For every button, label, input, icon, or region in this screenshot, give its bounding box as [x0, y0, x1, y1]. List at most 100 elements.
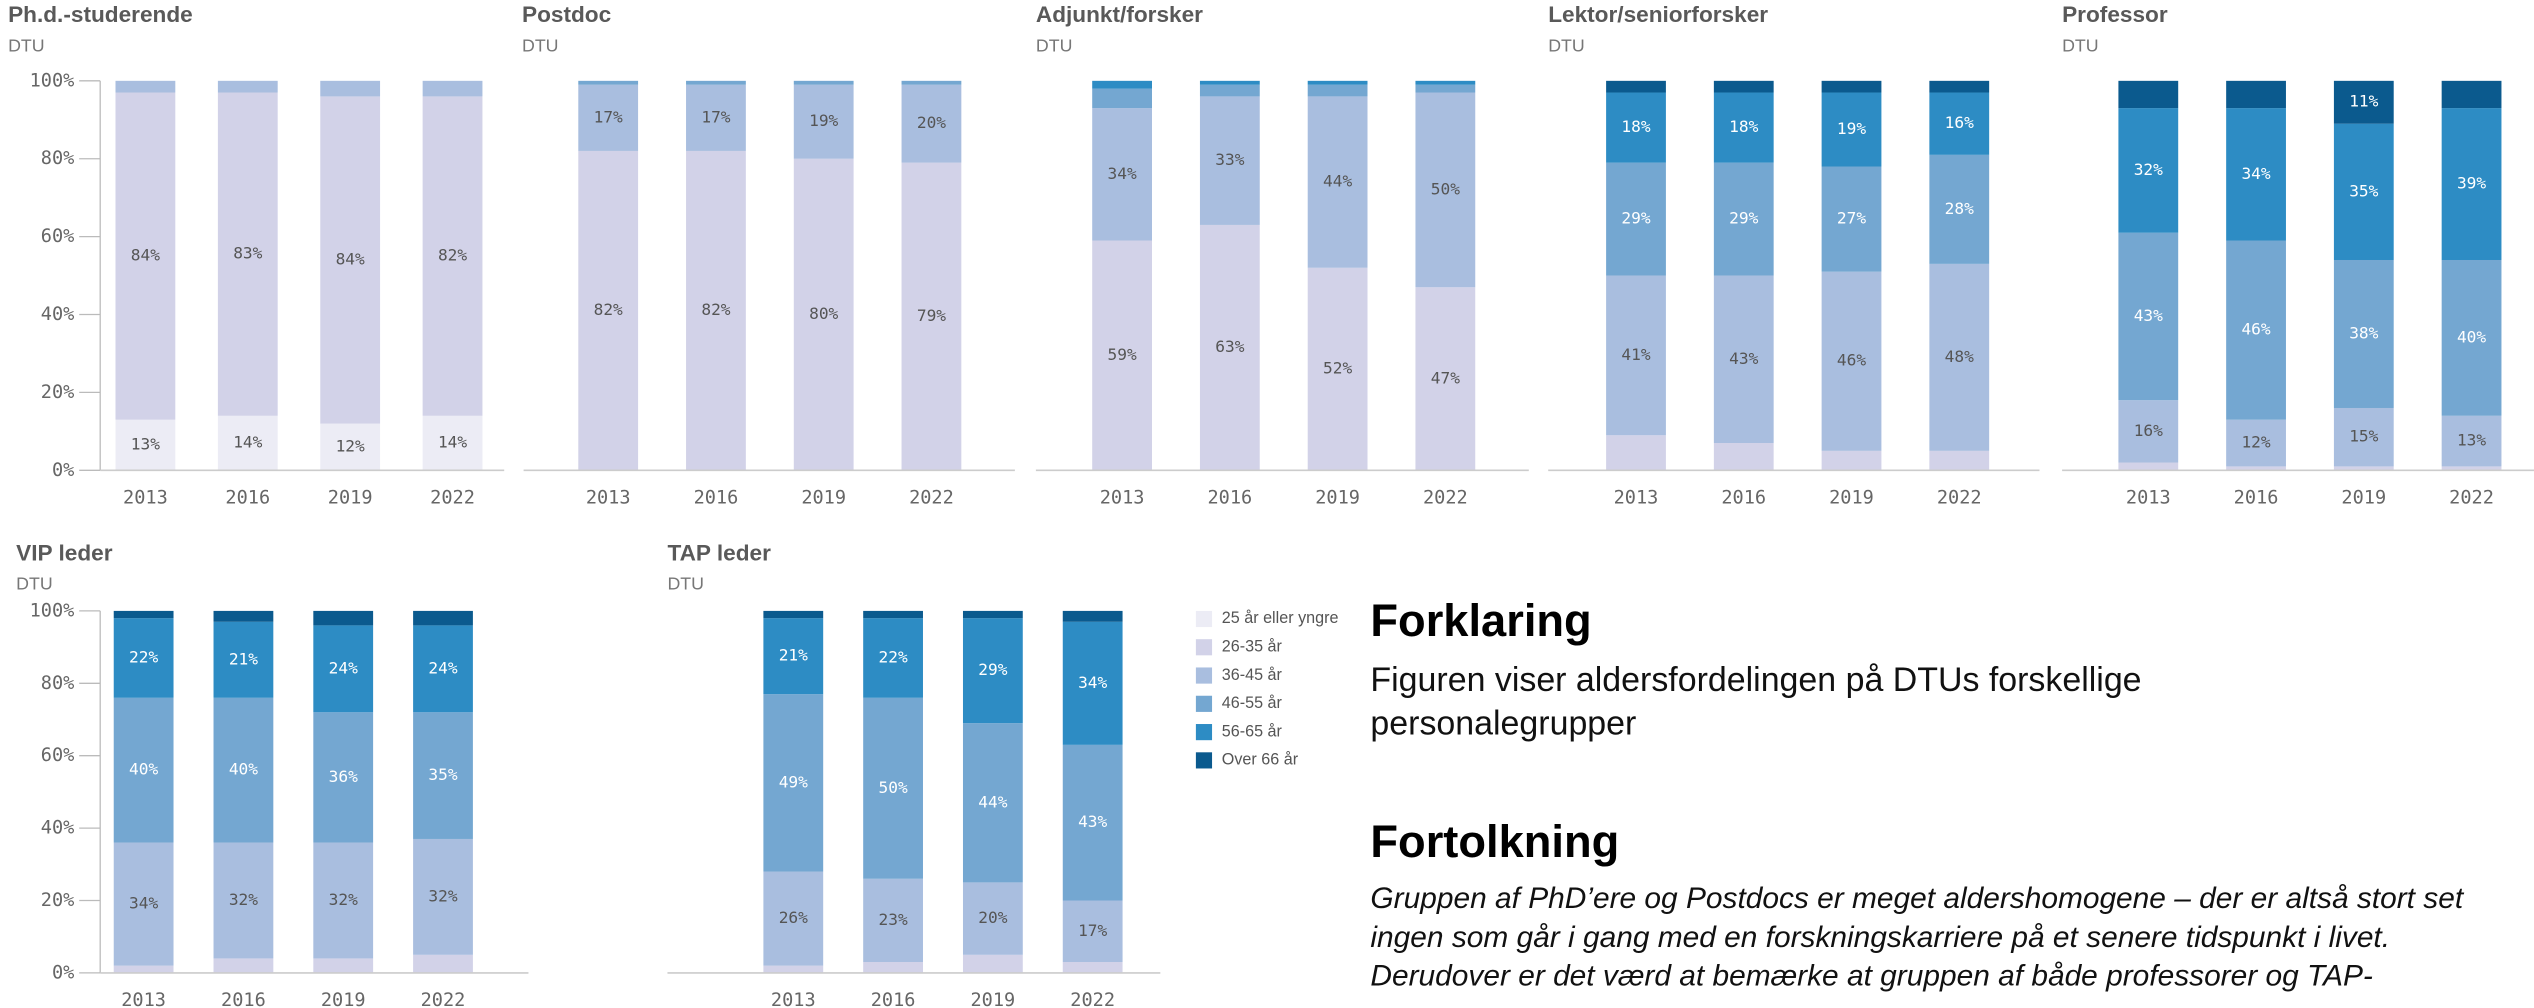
bar-segment — [1929, 450, 1990, 471]
bar-segment — [320, 80, 381, 97]
bar-segment — [115, 80, 176, 93]
bar-segment — [901, 80, 962, 85]
bar-segment — [113, 610, 174, 619]
data-label: 40% — [129, 760, 158, 779]
bar-segment — [2118, 400, 2179, 463]
data-label: 15% — [2349, 427, 2378, 446]
bar-segment — [1606, 92, 1666, 163]
bar-segment — [115, 419, 176, 471]
data-label: 46% — [1837, 351, 1866, 370]
data-label: 50% — [878, 778, 907, 797]
bar-segment — [2118, 232, 2179, 401]
x-tick-label: 2016 — [871, 990, 916, 1008]
interpretation-heading: Fortolkning — [1370, 816, 1619, 867]
bar-segment — [113, 842, 174, 966]
bar-segment — [2226, 419, 2286, 467]
bar-segment — [901, 162, 962, 471]
data-label: 35% — [428, 765, 457, 784]
data-label: 21% — [229, 649, 258, 668]
data-label: 39% — [2457, 174, 2486, 193]
data-label: 40% — [229, 760, 258, 779]
bar-segment — [1929, 80, 1990, 93]
y-tick-label: 80% — [41, 148, 75, 169]
chart-subtitle: DTU — [8, 36, 45, 56]
bar-segment — [2118, 80, 2179, 109]
bar-segment — [1199, 224, 1260, 471]
legend-swatch — [1195, 610, 1213, 628]
explanation-line: Figuren viser aldersfordelingen på DTUs … — [1370, 661, 2141, 699]
bar-segment — [1199, 80, 1260, 85]
y-tick-label: 40% — [41, 818, 75, 839]
data-label: 21% — [779, 646, 808, 665]
bar-segment — [578, 150, 639, 471]
data-label: 32% — [2134, 160, 2163, 179]
bar-segment — [1415, 80, 1476, 85]
data-label: 14% — [438, 433, 467, 452]
data-label: 34% — [2241, 164, 2270, 183]
bar-segment — [1929, 263, 1990, 451]
x-tick-label: 2016 — [1721, 487, 1766, 508]
data-label: 14% — [233, 433, 262, 452]
data-label: 80% — [809, 304, 838, 323]
bar-segment — [1606, 275, 1666, 436]
x-tick-label: 2013 — [586, 487, 631, 508]
data-label: 59% — [1108, 345, 1137, 364]
y-tick-label: 100% — [30, 70, 75, 91]
bar-segment — [1062, 900, 1123, 963]
bar-segment — [2333, 466, 2394, 471]
x-tick-label: 2022 — [421, 990, 466, 1008]
data-label: 22% — [129, 647, 158, 666]
x-tick-label: 2013 — [1614, 487, 1659, 508]
chart-title: Adjunkt/forsker — [1036, 2, 1203, 27]
bar-segment — [763, 965, 824, 973]
data-label: 16% — [1945, 113, 1974, 132]
bar-segment — [313, 958, 374, 973]
x-tick-label: 2013 — [121, 990, 166, 1008]
data-label: 17% — [1078, 921, 1107, 940]
bar-segment — [1092, 108, 1152, 241]
bar-segment — [1713, 275, 1774, 444]
bar-segment — [217, 80, 278, 93]
data-label: 36% — [329, 767, 358, 786]
data-label: 28% — [1945, 199, 1974, 218]
data-label: 24% — [428, 658, 457, 677]
legend-label: 56-65 år — [1222, 722, 1283, 740]
data-label: 23% — [878, 910, 907, 929]
data-label: 32% — [329, 890, 358, 909]
bar-segment — [1713, 443, 1774, 471]
x-tick-label: 2019 — [328, 487, 373, 508]
bar-segment — [1199, 84, 1260, 97]
data-label: 17% — [701, 107, 730, 126]
data-label: 18% — [1621, 117, 1650, 136]
chart-subtitle: DTU — [16, 574, 53, 594]
x-tick-label: 2013 — [771, 990, 816, 1008]
y-tick-label: 0% — [52, 460, 74, 481]
chart-subtitle: DTU — [1548, 36, 1585, 56]
data-label: 17% — [594, 107, 623, 126]
data-label: 29% — [978, 660, 1007, 679]
bar-segment — [1821, 450, 1882, 471]
y-tick-label: 60% — [41, 745, 75, 766]
x-tick-label: 2019 — [2341, 487, 2386, 508]
data-label: 33% — [1215, 150, 1244, 169]
bar-segment — [422, 96, 483, 416]
chart-title: Postdoc — [522, 2, 611, 27]
legend-label: 46-55 år — [1222, 694, 1283, 712]
bar-segment — [1929, 92, 1990, 155]
interpretation-line: Derudover er det værd at bemærke at grup… — [1370, 960, 2372, 993]
bar-segment — [1062, 962, 1123, 973]
y-tick-label: 60% — [41, 226, 75, 247]
bar-segment — [2441, 466, 2502, 471]
data-label: 18% — [1729, 117, 1758, 136]
data-label: 83% — [233, 244, 262, 263]
bar-segment — [1307, 80, 1368, 85]
bar-segment — [1821, 92, 1882, 167]
y-tick-label: 0% — [52, 962, 74, 983]
bar-segment — [1415, 92, 1476, 288]
x-tick-label: 2022 — [1070, 990, 1115, 1008]
bar-segment — [422, 415, 483, 471]
bar-segment — [863, 618, 923, 698]
data-label: 13% — [2457, 431, 2486, 450]
bar-segment — [1606, 80, 1666, 93]
chart-title: Lektor/seniorforsker — [1548, 2, 1768, 27]
